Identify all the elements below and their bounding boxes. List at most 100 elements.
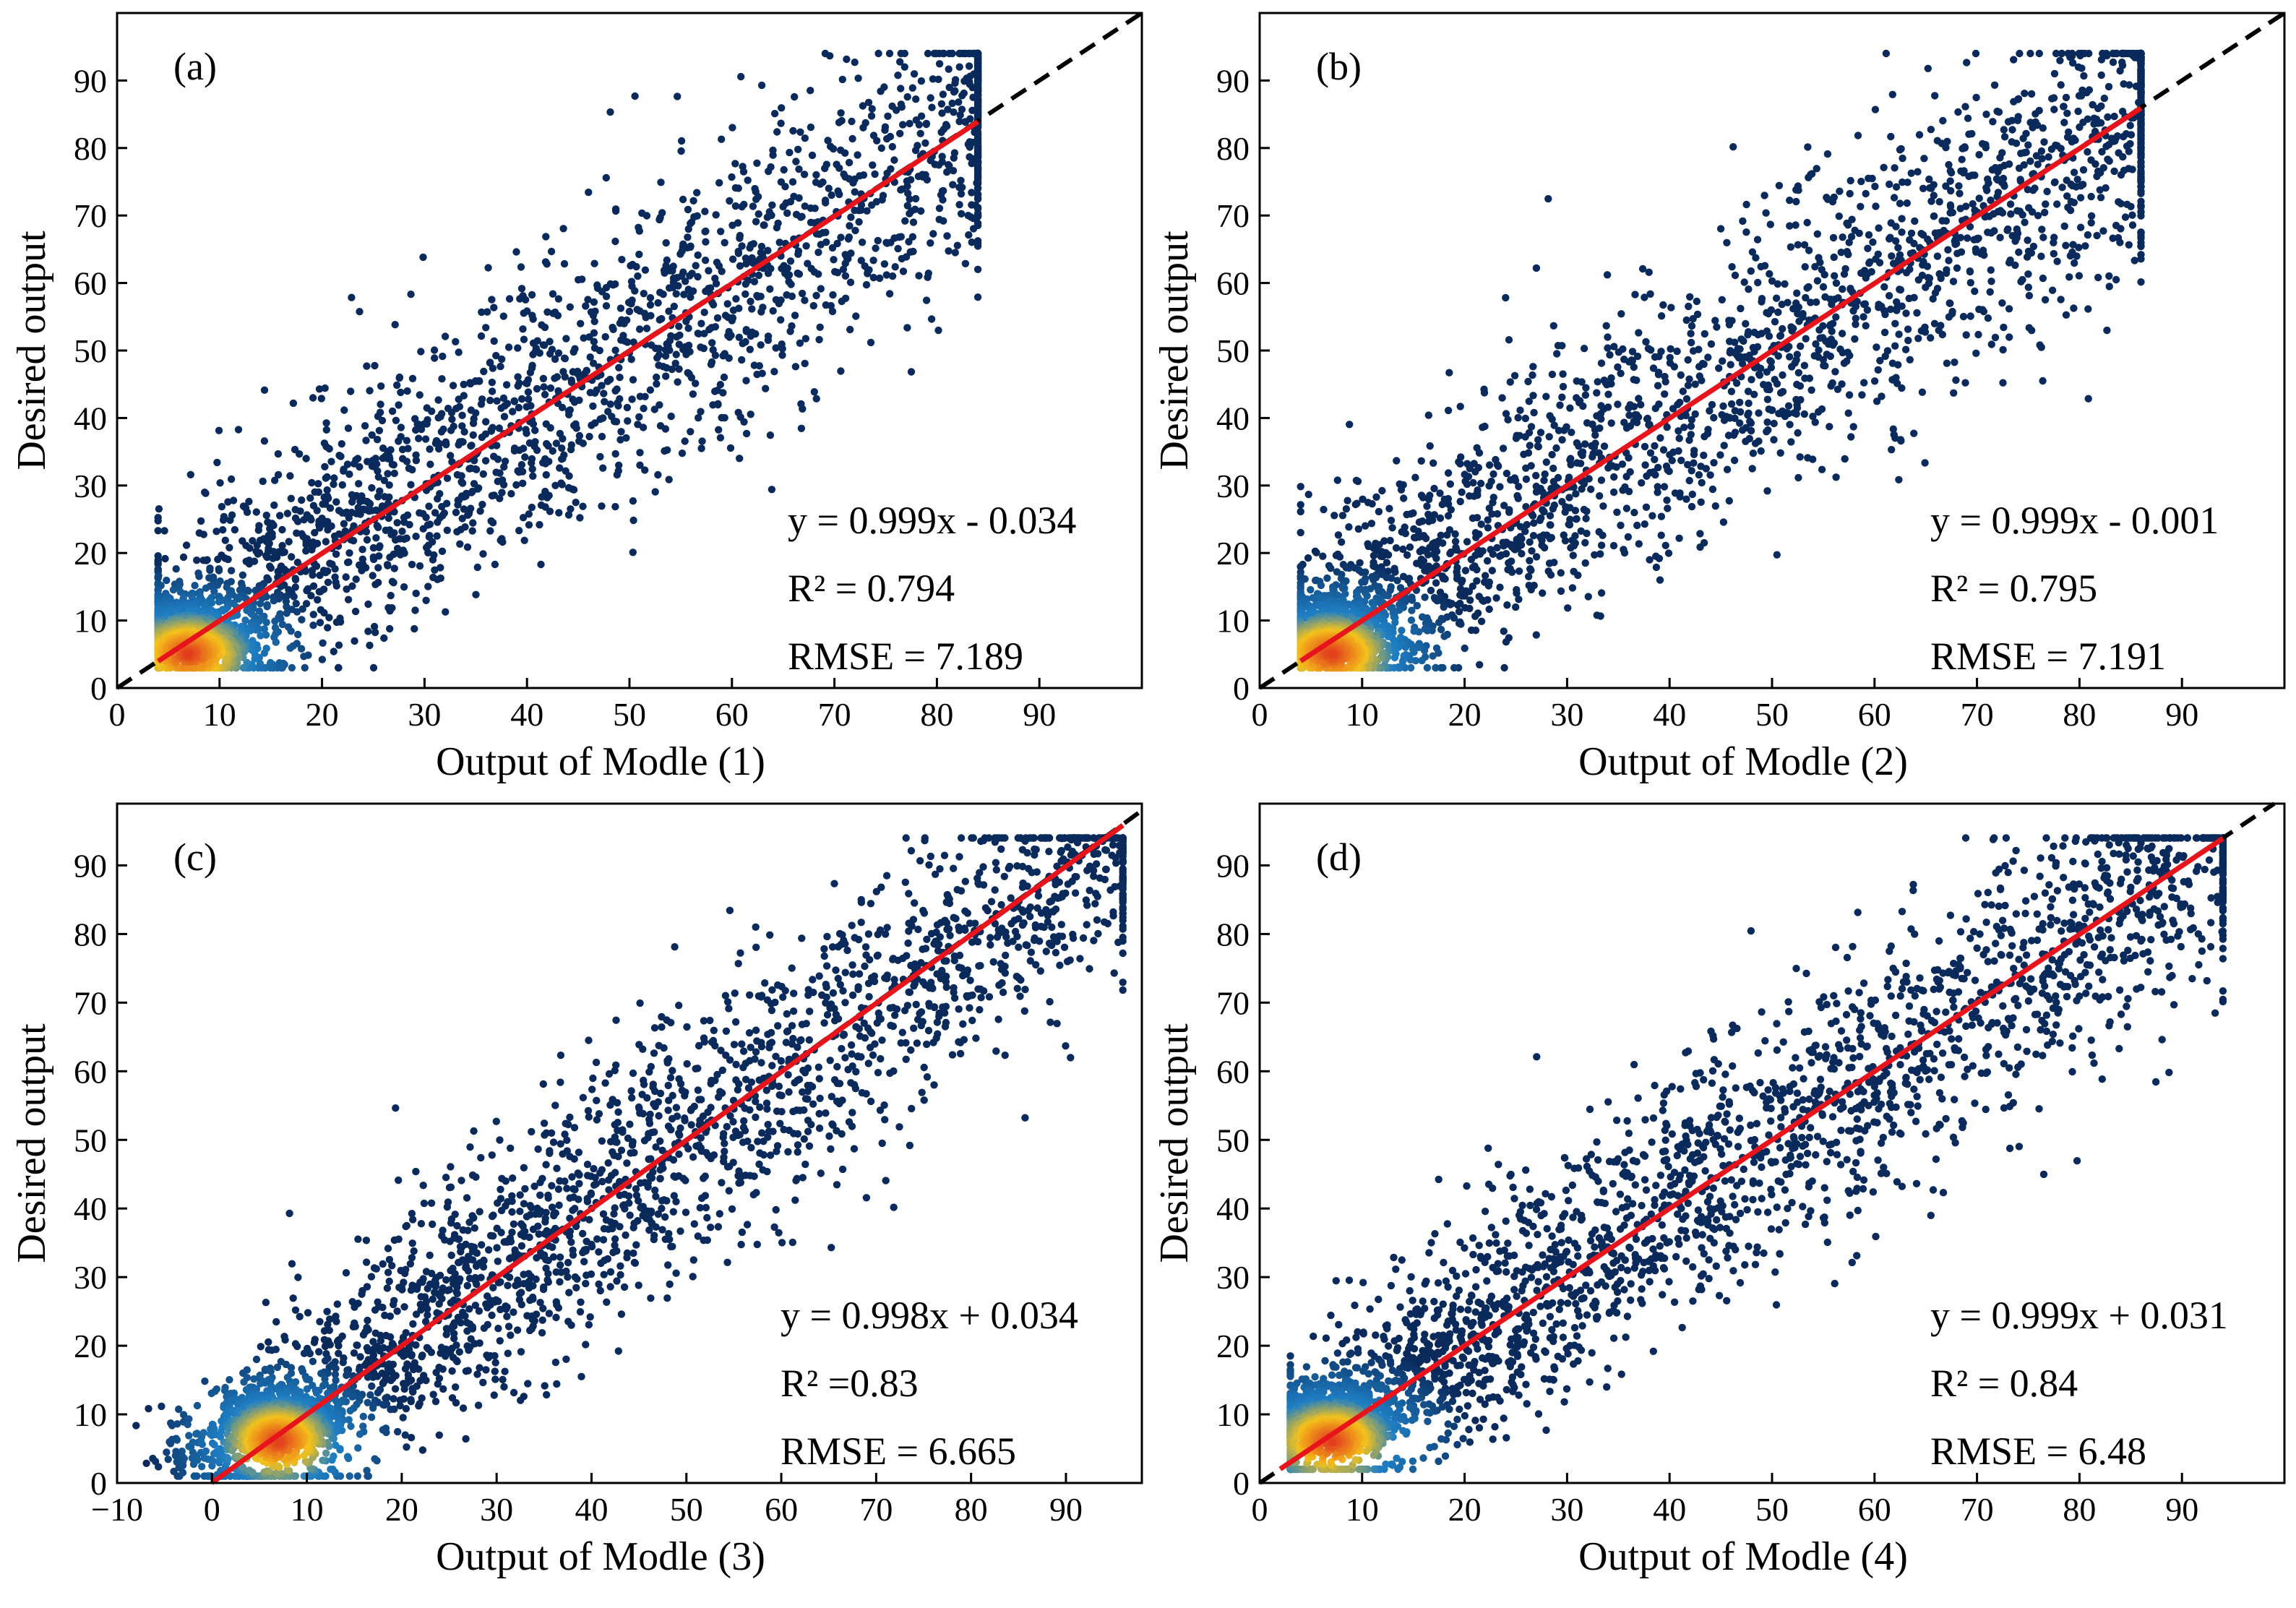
scatter-point — [442, 332, 449, 340]
scatter-point — [1766, 405, 1773, 413]
scatter-point — [928, 315, 935, 322]
scatter-point — [413, 457, 420, 464]
scatter-point — [543, 260, 551, 267]
scatter-point — [1961, 379, 1969, 387]
scatter-point — [455, 348, 463, 356]
scatter-point — [695, 330, 702, 337]
scatter-point — [852, 312, 859, 319]
scatter-point — [697, 320, 705, 327]
scatter-point — [291, 593, 298, 600]
scatter-point — [910, 218, 917, 225]
scatter-point — [1758, 447, 1765, 455]
scatter-point — [366, 642, 373, 649]
panel-tag: (a) — [173, 45, 217, 88]
scatter-point — [1752, 439, 1759, 447]
scatter-point — [2007, 210, 2014, 218]
scatter-point — [542, 233, 549, 240]
scatter-point — [859, 124, 867, 132]
scatter-point — [1652, 405, 1659, 412]
scatter-point — [1737, 305, 1744, 312]
scatter-point — [1774, 280, 1781, 288]
scatter-point — [1656, 434, 1664, 442]
fit-equation: y = 0.999x - 0.034 — [788, 499, 1076, 542]
scatter-point — [1988, 340, 1995, 348]
scatter-point — [1847, 433, 1854, 440]
scatter-point — [1700, 452, 1707, 459]
scatter-point — [851, 188, 859, 195]
scatter-point — [2016, 165, 2023, 172]
scatter-point — [924, 176, 931, 184]
scatter-point — [687, 293, 694, 301]
scatter-point — [2098, 56, 2105, 63]
scatter-point — [407, 481, 414, 489]
scatter-point — [411, 606, 418, 614]
scatter-point — [500, 312, 507, 319]
scatter-point — [1773, 295, 1780, 302]
scatter-point — [697, 444, 705, 452]
scatter-point — [1742, 438, 1749, 445]
scatter-point — [789, 127, 796, 134]
scatter-point — [397, 551, 404, 558]
scatter-point — [454, 471, 461, 478]
scatter-point — [1891, 164, 1898, 171]
scatter-point — [854, 74, 861, 82]
scatter-point — [1581, 345, 1588, 352]
scatter-point — [662, 352, 669, 359]
scatter-point — [737, 73, 744, 80]
scatter-point — [1792, 186, 1800, 194]
scatter-point — [389, 578, 396, 585]
scatter-point — [1908, 230, 1915, 237]
scatter-point — [515, 527, 523, 534]
scatter-point — [874, 50, 882, 57]
scatter-point — [915, 173, 922, 180]
scatter-point — [1826, 423, 1833, 430]
scatter-point — [484, 264, 491, 271]
scatter-point — [624, 404, 631, 411]
scatter-point — [812, 179, 820, 186]
scatter-point — [2125, 241, 2133, 249]
scatter-point — [843, 56, 850, 63]
scatter-point — [1742, 228, 1750, 236]
scatter-point — [776, 238, 783, 246]
x-tick-label: 70 — [818, 696, 851, 733]
scatter-point — [288, 664, 296, 671]
scatter-point — [1982, 111, 1990, 118]
scatter-point — [629, 517, 637, 524]
scatter-point — [2029, 124, 2036, 131]
scatter-point — [270, 502, 278, 509]
scatter-point — [585, 433, 593, 440]
scatter-point — [1747, 267, 1755, 275]
scatter-point — [965, 212, 972, 219]
scatter-point — [1987, 278, 1995, 285]
scatter-point — [2063, 94, 2070, 101]
scatter-point — [416, 562, 423, 569]
scatter-point — [826, 52, 833, 59]
scatter-point — [384, 470, 391, 477]
scatter-point — [1719, 296, 1726, 304]
scatter-point — [1704, 353, 1711, 361]
scatter-point — [781, 166, 788, 173]
scatter-point — [801, 171, 808, 178]
scatter-point — [218, 503, 225, 510]
scatter-point — [1876, 357, 1883, 364]
scatter-point — [1770, 436, 1777, 443]
scatter-point — [787, 257, 794, 265]
scatter-point — [1875, 304, 1882, 311]
scatter-point — [439, 353, 446, 360]
scatter-point — [1593, 389, 1600, 396]
scatter-point — [486, 397, 494, 404]
scatter-point — [2063, 110, 2071, 117]
scatter-point — [958, 92, 966, 99]
scatter-point — [368, 484, 375, 491]
scatter-point — [701, 207, 708, 215]
scatter-point — [1954, 108, 1961, 116]
scatter-point — [1951, 358, 1958, 366]
scatter-point — [1839, 233, 1846, 241]
scatter-point — [263, 512, 270, 519]
scatter-point — [1797, 453, 1804, 460]
scatter-point — [1931, 92, 1938, 99]
scatter-point — [470, 431, 477, 439]
scatter-point — [958, 190, 965, 197]
scatter-point — [1881, 311, 1888, 318]
scatter-point — [526, 439, 533, 447]
